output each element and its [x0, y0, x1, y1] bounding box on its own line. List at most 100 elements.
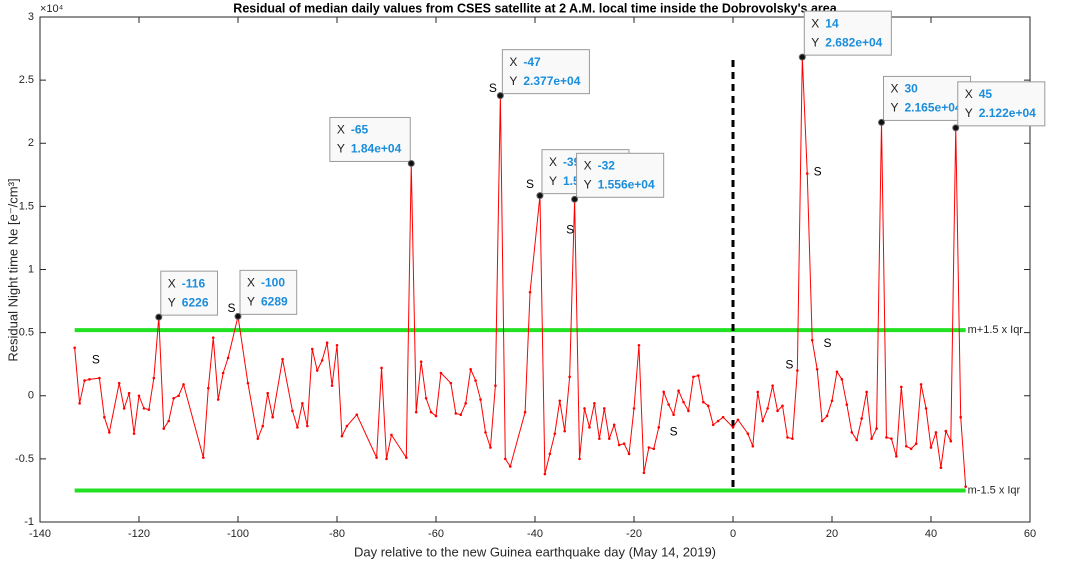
datatip-x-value: -47: [523, 55, 541, 69]
y-tick-label: -1: [24, 516, 34, 528]
data-point: [929, 446, 933, 449]
annotation: S: [228, 301, 236, 315]
data-point: [256, 437, 260, 440]
data-point: [924, 407, 928, 410]
data-point: [306, 424, 309, 428]
data-point: [390, 433, 393, 437]
data-point: [662, 390, 665, 394]
data-point: [627, 452, 631, 456]
data-point: [108, 431, 111, 434]
data-point: [454, 412, 458, 415]
data-point: [261, 424, 265, 428]
data-point: [484, 431, 487, 434]
y-tick-label: 2.5: [19, 74, 34, 86]
x-tick-label: -20: [626, 528, 642, 540]
datatip-x-prefix: X: [509, 55, 517, 69]
annotation: S: [566, 223, 574, 237]
datatip-point: [571, 195, 579, 203]
data-point: [850, 431, 854, 434]
datatip-y-prefix: Y: [168, 295, 176, 309]
data-point: [325, 341, 329, 345]
data-point: [682, 400, 685, 404]
data-point: [296, 426, 299, 429]
data-point: [543, 472, 547, 476]
data-point: [875, 427, 878, 430]
data-point: [474, 379, 477, 382]
datatip: X -116 Y 6226: [155, 270, 219, 321]
data-point: [914, 442, 918, 446]
data-point: [568, 375, 571, 379]
data-point: [632, 407, 636, 410]
data-point: [103, 415, 106, 419]
data-point: [271, 415, 274, 419]
x-tick-label: 60: [1024, 528, 1036, 540]
data-point: [657, 426, 661, 429]
data-point: [617, 443, 621, 447]
data-point: [964, 485, 967, 488]
data-point: [796, 369, 799, 372]
data-point: [429, 410, 433, 414]
data-point: [330, 384, 334, 387]
data-point: [122, 407, 126, 410]
x-tick-label: -120: [128, 528, 150, 540]
datatip-x-value: 45: [979, 87, 993, 101]
x-tick-label: -80: [329, 528, 345, 540]
data-point: [137, 394, 141, 398]
data-point: [563, 429, 566, 433]
datatip-x-prefix: X: [549, 155, 557, 169]
data-point: [172, 396, 175, 400]
data-point: [578, 457, 581, 461]
annotation: S: [670, 425, 678, 439]
data-point: [652, 447, 656, 451]
data-point: [677, 389, 680, 393]
data-point: [558, 399, 562, 403]
data-point: [335, 343, 339, 347]
data-point: [221, 371, 225, 375]
data-point: [637, 343, 641, 347]
datatip-y-value: 6289: [261, 295, 288, 309]
y-tick-label: 1: [28, 263, 34, 275]
data-point: [900, 385, 903, 389]
datatip-x-value: -116: [182, 276, 206, 290]
data-point: [320, 359, 324, 362]
data-point: [479, 398, 482, 401]
data-point: [890, 437, 893, 440]
data-point: [117, 381, 121, 385]
datatip-y-prefix: Y: [247, 295, 255, 309]
data-point: [885, 436, 888, 439]
data-point: [810, 338, 814, 342]
datatip-box: [329, 116, 411, 162]
threshold-label: m+1.5 x Iqr: [968, 324, 1024, 336]
data-point: [266, 391, 270, 395]
data-point: [612, 423, 616, 427]
data-point: [919, 383, 923, 386]
data-point: [711, 423, 715, 427]
data-point: [459, 413, 463, 416]
datatip-x-value: -65: [351, 123, 369, 137]
data-point: [424, 396, 428, 400]
data-point: [211, 336, 215, 339]
datatip-box: [803, 10, 892, 56]
data-point: [731, 426, 735, 429]
data-point: [865, 390, 868, 394]
datatip-y-value: 1.84e+04: [351, 142, 402, 156]
data-point: [548, 452, 552, 456]
data-point: [840, 378, 844, 381]
data-point: [761, 419, 764, 423]
data-point: [845, 403, 849, 406]
data-point: [855, 438, 859, 442]
data-point: [414, 410, 418, 414]
datatip-box: [501, 49, 590, 95]
datatip: X -100 Y 6289: [234, 269, 298, 320]
x-axis-label: Day relative to the new Guinea earthquak…: [354, 544, 716, 559]
data-point: [603, 407, 606, 410]
annotation: S: [489, 81, 497, 95]
datatip-x-prefix: X: [584, 158, 592, 172]
data-point: [791, 437, 794, 440]
data-point: [687, 409, 690, 413]
data-point: [622, 442, 626, 446]
data-point: [756, 390, 760, 394]
x-tick-label: 0: [730, 528, 736, 540]
datatip: X -32 Y 1.556e+04: [571, 152, 665, 203]
